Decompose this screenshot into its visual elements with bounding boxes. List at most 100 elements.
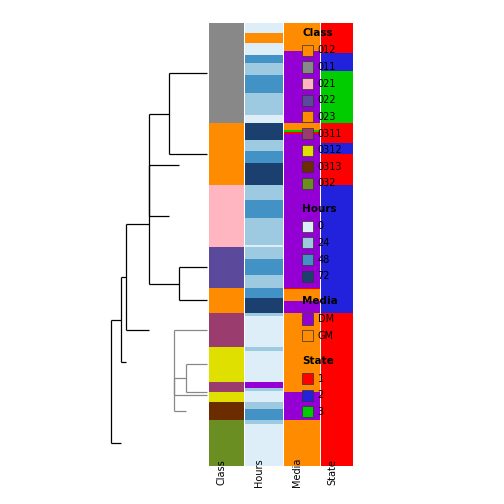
- Bar: [284, 289, 320, 301]
- Bar: [284, 130, 320, 132]
- Text: 2: 2: [318, 390, 324, 400]
- Bar: [302, 254, 313, 265]
- Bar: [245, 140, 283, 151]
- Bar: [321, 382, 353, 402]
- Text: 011: 011: [318, 62, 336, 72]
- Bar: [302, 330, 313, 341]
- Bar: [245, 201, 283, 218]
- Bar: [245, 259, 283, 275]
- Bar: [302, 178, 313, 189]
- Bar: [284, 382, 320, 392]
- Bar: [209, 185, 244, 247]
- Bar: [321, 347, 353, 382]
- Bar: [245, 123, 283, 140]
- Bar: [245, 218, 283, 245]
- Bar: [245, 55, 283, 63]
- Bar: [245, 245, 283, 247]
- Text: 023: 023: [318, 112, 336, 122]
- Bar: [302, 271, 313, 282]
- Bar: [321, 313, 353, 347]
- Text: Media: Media: [292, 458, 302, 487]
- Bar: [302, 313, 313, 325]
- Bar: [284, 402, 320, 420]
- Bar: [284, 23, 320, 51]
- Text: State: State: [302, 356, 334, 366]
- Bar: [245, 313, 283, 316]
- Bar: [302, 161, 313, 172]
- Text: 022: 022: [318, 95, 336, 105]
- Text: 48: 48: [318, 255, 330, 265]
- Bar: [245, 185, 283, 201]
- Bar: [302, 128, 313, 139]
- Bar: [245, 391, 283, 402]
- Text: 032: 032: [318, 178, 336, 188]
- Text: GM: GM: [318, 331, 334, 341]
- Bar: [245, 23, 283, 33]
- Text: 0: 0: [318, 221, 324, 231]
- Bar: [284, 392, 320, 402]
- Bar: [209, 247, 244, 288]
- Bar: [321, 123, 353, 143]
- Bar: [209, 402, 244, 420]
- Bar: [245, 347, 283, 351]
- Bar: [321, 53, 353, 71]
- Text: DM: DM: [318, 314, 334, 324]
- Bar: [209, 23, 244, 123]
- Bar: [284, 132, 320, 135]
- Text: 0311: 0311: [318, 129, 342, 139]
- Text: 012: 012: [318, 45, 336, 55]
- Bar: [245, 389, 283, 391]
- Bar: [302, 373, 313, 384]
- Bar: [245, 93, 283, 115]
- Bar: [321, 23, 353, 53]
- Bar: [302, 237, 313, 248]
- Bar: [245, 247, 283, 259]
- Bar: [245, 316, 283, 347]
- Bar: [245, 298, 283, 313]
- Bar: [245, 115, 283, 123]
- Bar: [284, 420, 320, 466]
- Bar: [284, 288, 320, 289]
- Bar: [245, 63, 283, 75]
- Text: 3: 3: [318, 407, 324, 417]
- Bar: [321, 402, 353, 420]
- Bar: [284, 313, 320, 347]
- Bar: [284, 51, 320, 123]
- Bar: [245, 151, 283, 163]
- Bar: [284, 123, 320, 130]
- Text: Class: Class: [217, 459, 227, 485]
- Bar: [209, 420, 244, 466]
- Bar: [245, 75, 283, 93]
- Bar: [321, 420, 353, 466]
- Text: 0312: 0312: [318, 145, 342, 155]
- Bar: [284, 347, 320, 382]
- Bar: [302, 390, 313, 401]
- Bar: [209, 288, 244, 313]
- Bar: [321, 247, 353, 288]
- Bar: [302, 45, 313, 56]
- Text: 72: 72: [318, 271, 330, 281]
- Bar: [321, 288, 353, 313]
- Text: Hours: Hours: [255, 458, 264, 486]
- Text: State: State: [327, 459, 337, 485]
- Bar: [209, 382, 244, 392]
- Bar: [245, 288, 283, 298]
- Bar: [302, 78, 313, 89]
- Text: 0313: 0313: [318, 162, 342, 172]
- Bar: [302, 111, 313, 122]
- Bar: [321, 71, 353, 123]
- Bar: [245, 163, 283, 185]
- Bar: [209, 123, 244, 185]
- Bar: [284, 185, 320, 247]
- Bar: [302, 406, 313, 417]
- Bar: [209, 392, 244, 402]
- Bar: [284, 301, 320, 313]
- Bar: [321, 143, 353, 154]
- Bar: [245, 351, 283, 382]
- Text: 1: 1: [318, 373, 324, 384]
- Bar: [245, 382, 283, 389]
- Bar: [245, 409, 283, 420]
- Bar: [245, 43, 283, 55]
- Bar: [209, 313, 244, 347]
- Bar: [302, 221, 313, 232]
